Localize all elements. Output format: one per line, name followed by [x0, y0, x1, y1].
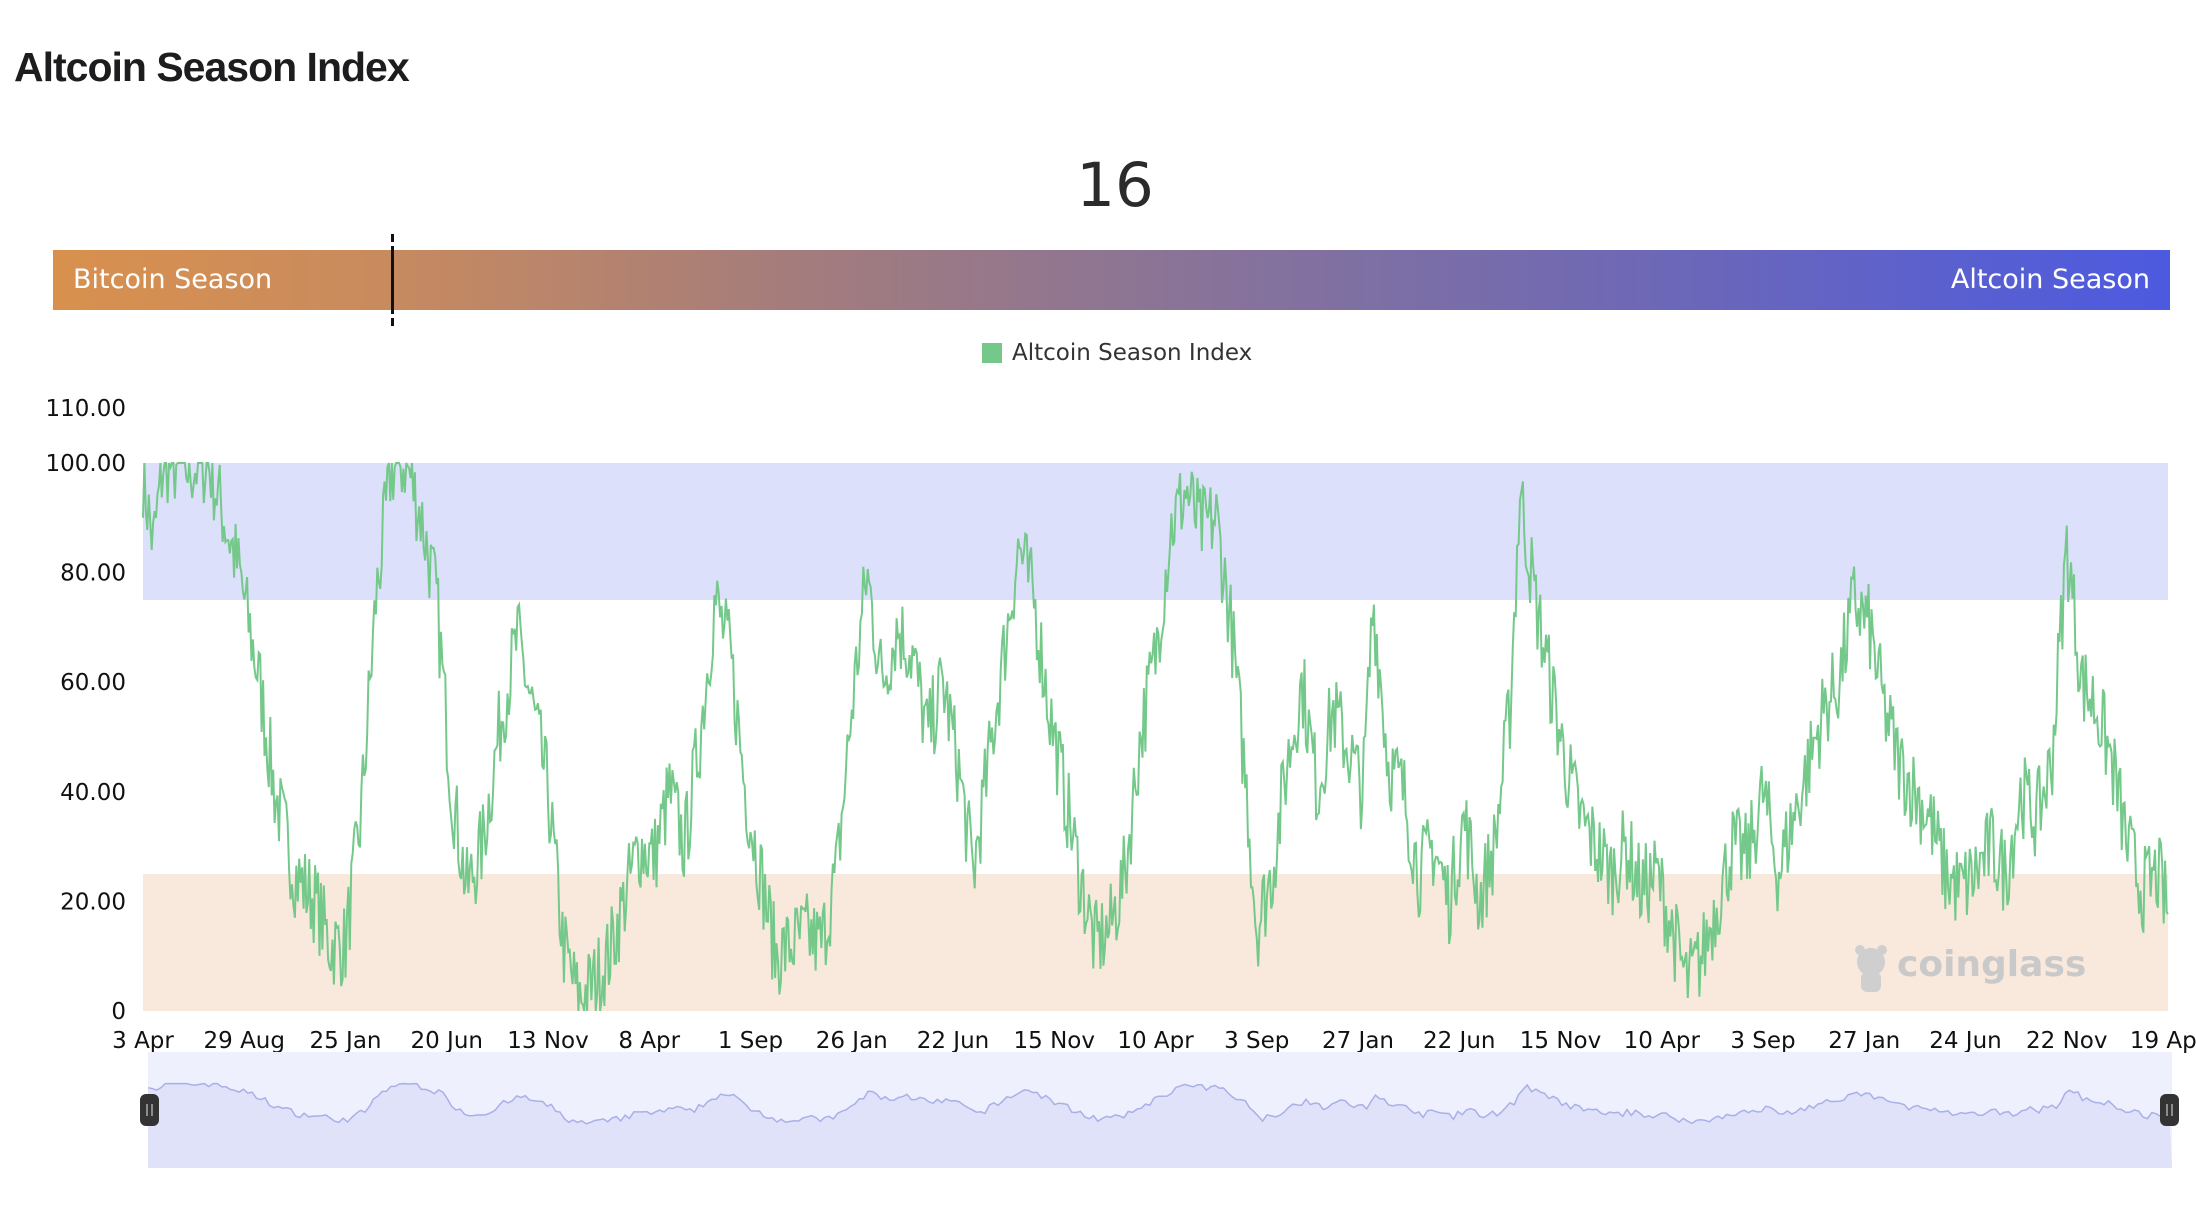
y-tick-label: 0	[111, 999, 126, 1025]
x-tick-label: 10 Apr	[1117, 1028, 1194, 1054]
x-tick-label: 13 Nov	[507, 1028, 588, 1054]
x-tick-label: 27 Jan	[1322, 1028, 1394, 1054]
y-tick-label: 20.00	[60, 889, 126, 915]
x-tick-label: 26 Jan	[816, 1028, 888, 1054]
handle-grip-icon	[2166, 1104, 2173, 1116]
index-marker	[390, 234, 394, 326]
zone-bands	[143, 463, 2168, 1011]
y-tick-label: 60.00	[60, 670, 126, 696]
coinglass-logo-icon	[1855, 945, 1887, 992]
handle-grip-icon	[146, 1104, 153, 1116]
x-tick-label: 15 Nov	[1520, 1028, 1601, 1054]
watermark: coinglass	[1855, 944, 2086, 992]
legend-label: Altcoin Season Index	[1012, 340, 1253, 366]
x-tick-label: 20 Jun	[410, 1028, 483, 1054]
x-tick-label: 1 Sep	[718, 1028, 783, 1054]
x-tick-label: 29 Aug	[204, 1028, 286, 1054]
x-tick-label: 15 Nov	[1014, 1028, 1095, 1054]
navigator-area	[148, 1083, 2172, 1168]
bitcoin-season-label: Bitcoin Season	[73, 264, 273, 295]
altcoin-season-index-line	[142, 462, 2169, 1012]
altcoin-season-label: Altcoin Season	[1950, 264, 2150, 295]
range-navigator[interactable]	[140, 1052, 2179, 1168]
y-tick-label: 40.00	[60, 780, 126, 806]
y-tick-label: 110.00	[46, 396, 126, 422]
x-tick-label: 22 Nov	[2026, 1028, 2107, 1054]
y-axis: 0 20.00 40.00 60.00 80.00 100.00 110.00	[46, 396, 126, 1025]
x-tick-label: 3 Sep	[1730, 1028, 1795, 1054]
y-tick-label: 100.00	[46, 451, 126, 477]
legend-swatch	[982, 343, 1002, 363]
x-tick-label: 19 Apr	[2130, 1028, 2196, 1054]
x-tick-label: 3 Apr	[112, 1028, 174, 1054]
x-axis: 3 Apr 29 Aug 25 Jan 20 Jun 13 Nov 8 Apr 1 Sep 2…	[112, 1028, 2196, 1054]
y-tick-label: 80.00	[60, 561, 126, 587]
x-tick-label: 25 Jan	[309, 1028, 381, 1054]
index-value: 16	[1076, 150, 1154, 221]
x-tick-label: 3 Sep	[1224, 1028, 1289, 1054]
x-tick-label: 22 Jun	[917, 1028, 990, 1054]
season-gradient-bar: Bitcoin Season Altcoin Season	[53, 250, 2170, 310]
x-tick-label: 27 Jan	[1828, 1028, 1900, 1054]
page-title: Altcoin Season Index	[14, 44, 410, 90]
x-tick-label: 22 Jun	[1423, 1028, 1496, 1054]
watermark-text: coinglass	[1897, 944, 2086, 985]
chart-legend[interactable]: Altcoin Season Index	[982, 340, 1252, 366]
bitcoin-season-zone	[143, 874, 2168, 1011]
x-tick-label: 10 Apr	[1624, 1028, 1701, 1054]
x-tick-label: 24 Jun	[1929, 1028, 2002, 1054]
navigator-left-handle[interactable]	[140, 1094, 159, 1126]
navigator-right-handle[interactable]	[2160, 1094, 2179, 1126]
altcoin-season-zone	[143, 463, 2168, 600]
navigator-line	[147, 1082, 2170, 1125]
x-tick-label: 8 Apr	[618, 1028, 680, 1054]
